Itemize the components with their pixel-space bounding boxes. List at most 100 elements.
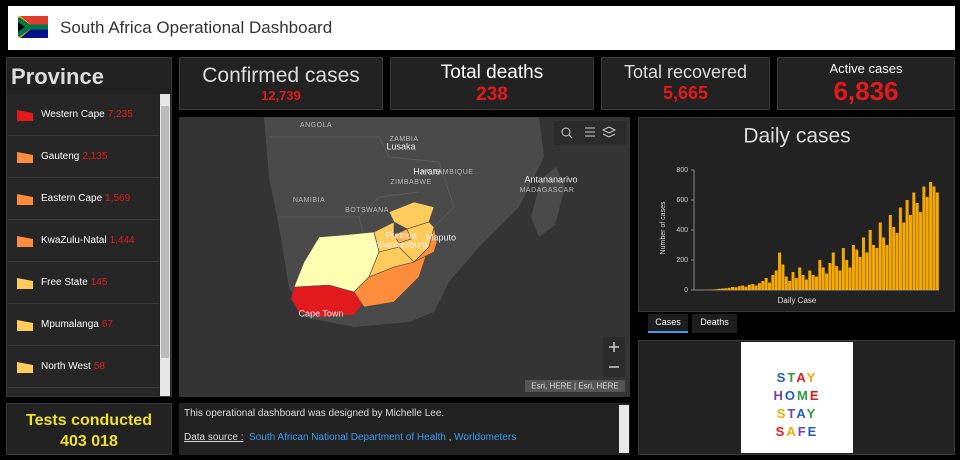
bar (741, 285, 745, 290)
scrollbar[interactable] (160, 94, 170, 396)
map-label: Lusaka (386, 141, 415, 151)
bar (744, 286, 748, 290)
province-row[interactable]: Eastern Cape 1,569 (7, 178, 159, 220)
stay-safe-letter: S (776, 406, 788, 421)
stay-safe-word: HOME (741, 387, 853, 405)
kpi-label: Confirmed cases (202, 64, 360, 87)
map-label: ZIMBABWE (390, 179, 431, 186)
province-row[interactable]: Western Cape 7,235 (7, 94, 159, 136)
bar (861, 237, 865, 290)
kpi-value: 6,836 (833, 76, 899, 106)
bar (895, 233, 899, 290)
bar (771, 275, 775, 290)
province-row[interactable]: Free State 145 (7, 262, 159, 304)
province-count: 1,444 (109, 235, 135, 246)
stay-safe-letter: A (786, 424, 798, 439)
zoom-icons[interactable] (609, 342, 619, 368)
tests-value: 403 018 (60, 433, 118, 450)
bar (734, 287, 738, 290)
tab[interactable]: Deaths (692, 314, 737, 333)
map-label: Maputo (426, 232, 456, 242)
province-row[interactable]: KwaZulu-Natal 1,444 (7, 220, 159, 262)
scrollbar[interactable] (619, 405, 629, 453)
bar (754, 285, 758, 290)
province-row[interactable]: Limpopo55 (7, 388, 159, 396)
stay-safe-letter: E (807, 424, 819, 439)
scroll-thumb[interactable] (161, 106, 169, 358)
tab[interactable]: Cases (648, 314, 688, 333)
zoom-control[interactable] (603, 337, 625, 377)
bar (821, 267, 825, 290)
swatch-shape (17, 361, 33, 373)
bar (872, 245, 876, 290)
stay-safe-letter: T (787, 370, 797, 385)
province-row[interactable]: Mpumalanga 67 (7, 304, 159, 346)
map-label: ANGOLA (300, 122, 332, 129)
separator: , (448, 432, 452, 443)
stay-safe-letter: H (773, 388, 785, 403)
stay-safe-letter: O (784, 388, 797, 403)
bar (851, 245, 855, 290)
bar (915, 203, 919, 290)
map-toolbar[interactable] (554, 121, 626, 145)
source-link[interactable]: Worldometers (454, 432, 517, 443)
header: South Africa Operational Dashboard (8, 6, 955, 50)
map[interactable]: Esri, HERE | Esri, HERE ANGOLA ZAMBIALusa… (179, 117, 630, 397)
bar (905, 200, 909, 290)
stay-safe-word: SAFE (741, 423, 853, 441)
kpi-value: 12,739 (261, 88, 301, 103)
bar (878, 222, 882, 290)
bar (831, 252, 835, 290)
source-link[interactable]: South African National Department of Hea… (249, 432, 446, 443)
kpi-label: Total deaths (440, 62, 544, 83)
y-tick-label: 200 (676, 257, 688, 264)
province-name: North West (41, 361, 91, 372)
search-icon[interactable] (568, 134, 573, 139)
bar (794, 278, 798, 290)
bar (898, 207, 902, 290)
chart: Daily cases Daily Case Number of cases 0… (660, 125, 939, 305)
swatch-shape (17, 319, 33, 331)
bar (784, 276, 788, 290)
bar (818, 260, 822, 290)
stay-safe-letter: E (809, 388, 821, 403)
province-list: Western Cape 7,235 Gauteng 2,135 Eastern Cap… (7, 94, 159, 396)
province-row[interactable]: Gauteng 2,135 (7, 136, 159, 178)
province-count: 145 (90, 277, 108, 288)
bar (825, 273, 829, 290)
province-swatch (17, 235, 33, 247)
map-label: Cape Town (299, 308, 344, 318)
y-tick-label: 800 (676, 167, 688, 174)
map-panel[interactable]: Esri, HERE | Esri, HERE ANGOLA ZAMBIA Lusa… (179, 117, 630, 397)
stay-safe-letter: F (797, 424, 808, 439)
stay-safe-panel: STAY HOME STAY SAFE (638, 340, 955, 455)
search-icon[interactable] (561, 127, 571, 137)
map-label: MOZAMBIQUE (421, 169, 474, 176)
province-row[interactable]: North West 58 (7, 346, 159, 388)
bar (731, 287, 735, 290)
province-panel: Province Western Cape 7,235 Gauteng 2,135 Ea… (6, 57, 172, 397)
layers-icon[interactable] (601, 126, 617, 138)
stay-safe-letter: Y (806, 370, 818, 385)
province-swatch (17, 277, 33, 289)
bar (757, 283, 761, 290)
legend-icon[interactable] (585, 127, 595, 137)
kpi-value: 5,665 (662, 83, 709, 103)
map-label: Antananarivo (524, 174, 577, 184)
bar (761, 281, 765, 290)
bar (801, 275, 805, 290)
attribution-bg (525, 380, 625, 392)
swatch-shape (17, 151, 33, 163)
province-name: KwaZulu-Natal (41, 235, 107, 246)
bar (925, 197, 929, 290)
bar (808, 270, 812, 290)
bar (768, 282, 772, 290)
info-text: This operational dashboard was designed … (184, 408, 445, 419)
province-count: 58 (93, 361, 105, 372)
bar (828, 263, 832, 290)
bar (774, 270, 778, 290)
provinces (290, 201, 438, 318)
bar (721, 288, 725, 290)
bar (885, 245, 889, 290)
